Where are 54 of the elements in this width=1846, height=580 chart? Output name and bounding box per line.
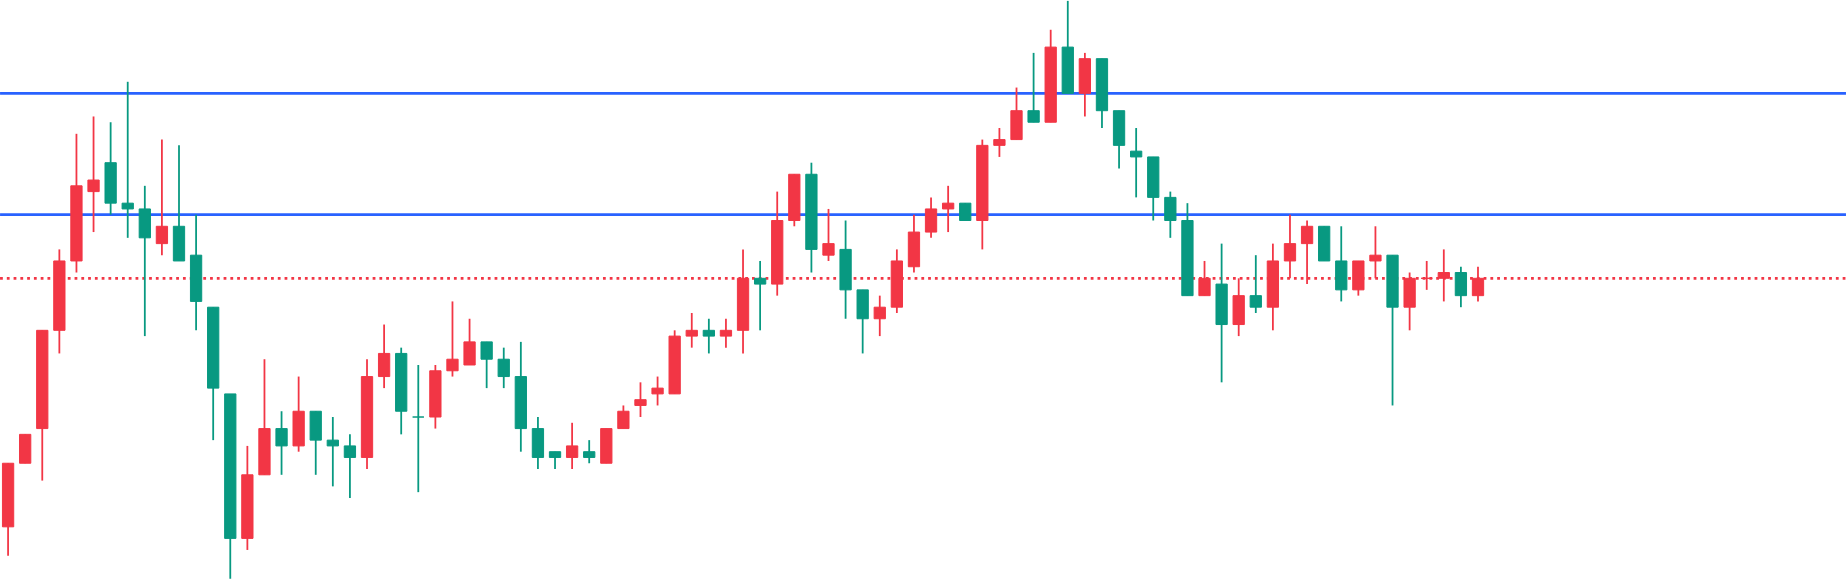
candlestick bbox=[121, 81, 134, 239]
candlestick bbox=[155, 138, 169, 257]
candlestick bbox=[412, 364, 425, 494]
candlestick bbox=[1164, 190, 1177, 239]
candlestick bbox=[634, 381, 647, 419]
candlestick bbox=[617, 404, 630, 430]
candlestick bbox=[907, 213, 921, 274]
candlestick bbox=[531, 416, 545, 471]
candlestick bbox=[446, 300, 459, 378]
candlestick bbox=[326, 416, 339, 488]
candlestick bbox=[87, 115, 100, 234]
candlestick bbox=[1318, 225, 1331, 262]
candlestick bbox=[1130, 127, 1143, 199]
candlestick bbox=[565, 422, 579, 471]
candlestick bbox=[600, 427, 613, 465]
candlestick bbox=[651, 375, 664, 407]
candlestick bbox=[1112, 109, 1126, 170]
candlestick bbox=[463, 317, 476, 367]
candlestick bbox=[993, 127, 1006, 158]
candlestick bbox=[685, 312, 698, 349]
candlestick bbox=[719, 317, 733, 349]
candlestick bbox=[275, 410, 288, 476]
candlestick bbox=[1147, 156, 1160, 222]
candlestick bbox=[1215, 242, 1228, 384]
candlestick bbox=[1454, 265, 1468, 309]
candlestick bbox=[292, 375, 305, 453]
candlestick bbox=[189, 213, 203, 332]
candlestick bbox=[309, 410, 322, 476]
candlestick bbox=[1249, 254, 1262, 314]
candlestick bbox=[1061, 0, 1074, 95]
candlestick bbox=[258, 358, 271, 476]
candlestick bbox=[839, 219, 852, 320]
candlestick bbox=[172, 144, 186, 262]
candlestick bbox=[1010, 86, 1023, 141]
candlestick bbox=[873, 294, 886, 338]
candlestick bbox=[429, 364, 442, 430]
candlestick bbox=[1078, 52, 1092, 118]
candlestick bbox=[702, 317, 715, 355]
candlestick bbox=[497, 346, 510, 390]
candlestick bbox=[377, 323, 391, 390]
candlestick bbox=[138, 185, 151, 338]
candlestick bbox=[856, 289, 869, 355]
candlestick bbox=[343, 433, 357, 499]
candlestick bbox=[1027, 52, 1040, 124]
candlestick bbox=[942, 185, 955, 234]
candlestick bbox=[924, 196, 938, 239]
candlestick bbox=[19, 433, 32, 465]
candlestick bbox=[480, 341, 493, 390]
candlestick bbox=[1335, 225, 1348, 303]
candlestick bbox=[788, 173, 801, 228]
candlestick bbox=[822, 208, 835, 262]
candlestick bbox=[583, 439, 596, 465]
candlestick bbox=[753, 260, 767, 332]
candlestick bbox=[104, 121, 117, 216]
